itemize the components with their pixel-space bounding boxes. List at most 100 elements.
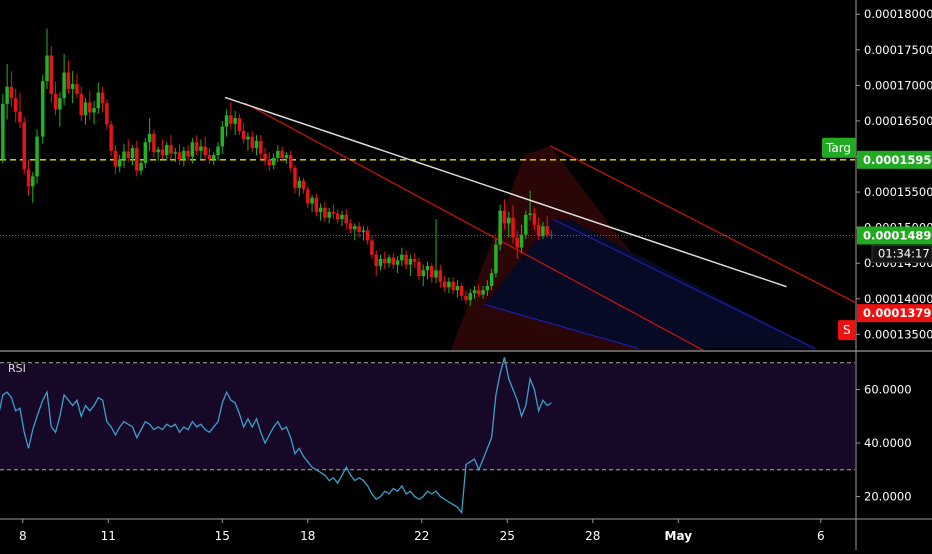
red-channel-line-1[interactable] <box>549 145 855 303</box>
candle[interactable] <box>35 129 39 184</box>
candle[interactable] <box>83 98 88 125</box>
candle[interactable] <box>468 288 473 306</box>
candle[interactable] <box>130 145 135 166</box>
candle[interactable] <box>425 261 430 279</box>
target-tag-box[interactable] <box>822 137 856 158</box>
candle[interactable] <box>164 142 169 161</box>
candle[interactable] <box>41 74 45 144</box>
candle[interactable] <box>122 143 126 168</box>
price-panel[interactable] <box>0 28 855 352</box>
candle[interactable] <box>267 152 272 171</box>
candle[interactable] <box>62 54 66 106</box>
candle[interactable] <box>66 60 71 94</box>
candle[interactable] <box>378 254 383 271</box>
candle[interactable] <box>434 219 438 284</box>
candle[interactable] <box>117 155 122 173</box>
candle[interactable] <box>515 230 520 259</box>
candle[interactable] <box>250 130 254 153</box>
candle[interactable] <box>9 71 14 107</box>
candle[interactable] <box>254 135 259 156</box>
candle[interactable] <box>383 251 387 269</box>
candle[interactable] <box>276 145 280 163</box>
candle[interactable] <box>96 82 101 114</box>
candle[interactable] <box>455 280 460 298</box>
candle[interactable] <box>5 64 9 120</box>
candle[interactable] <box>1 93 5 164</box>
candle[interactable] <box>271 153 276 170</box>
candle[interactable] <box>400 247 404 267</box>
candle[interactable] <box>442 276 447 292</box>
candle[interactable] <box>387 254 391 268</box>
candle[interactable] <box>224 109 229 137</box>
candle[interactable] <box>182 146 186 167</box>
candle[interactable] <box>79 86 83 121</box>
candle[interactable] <box>549 230 554 240</box>
rsi-line[interactable] <box>0 357 552 515</box>
candle[interactable] <box>438 264 443 288</box>
candle[interactable] <box>207 147 212 164</box>
candle[interactable] <box>494 239 498 278</box>
candle[interactable] <box>519 224 524 254</box>
candle[interactable] <box>506 211 511 238</box>
candle[interactable] <box>212 152 216 166</box>
candle[interactable] <box>293 165 297 194</box>
candle[interactable] <box>340 210 344 227</box>
candle[interactable] <box>22 116 26 175</box>
candle[interactable] <box>288 150 293 173</box>
candle[interactable] <box>18 92 22 129</box>
candle[interactable] <box>357 221 361 238</box>
candle[interactable] <box>220 120 225 154</box>
rsi-panel[interactable]: RSI <box>0 357 855 515</box>
candle[interactable] <box>472 285 477 299</box>
candle[interactable] <box>481 285 485 299</box>
candle[interactable] <box>190 138 195 164</box>
candle[interactable] <box>348 219 353 234</box>
candle[interactable] <box>194 135 199 156</box>
candle[interactable] <box>485 280 490 296</box>
candle[interactable] <box>199 139 203 160</box>
price-axis[interactable]: 0.00018000 0.00017500 0.00017000 0.00016500… <box>856 7 932 504</box>
red-channel-line-0[interactable] <box>244 102 707 352</box>
candle[interactable] <box>237 113 242 136</box>
candle[interactable] <box>524 210 528 240</box>
candle[interactable] <box>404 250 408 269</box>
candle[interactable] <box>229 102 233 130</box>
candle[interactable] <box>395 256 400 274</box>
candle[interactable] <box>49 46 54 103</box>
candle[interactable] <box>323 202 327 222</box>
candle[interactable] <box>365 226 370 245</box>
candle[interactable] <box>310 194 314 212</box>
candle[interactable] <box>135 140 139 177</box>
candle[interactable] <box>391 253 396 269</box>
candle[interactable] <box>105 99 109 130</box>
candle[interactable] <box>173 147 178 163</box>
candle[interactable] <box>147 118 152 151</box>
candle[interactable] <box>489 268 494 291</box>
candle[interactable] <box>284 152 289 164</box>
candle[interactable] <box>335 209 340 224</box>
candle[interactable] <box>331 204 336 220</box>
candle[interactable] <box>498 204 502 251</box>
candle[interactable] <box>417 257 421 281</box>
candle[interactable] <box>186 145 190 161</box>
candle[interactable] <box>177 143 182 166</box>
candle[interactable] <box>246 132 250 151</box>
candle[interactable] <box>421 264 425 286</box>
candle[interactable] <box>263 147 267 166</box>
candle[interactable] <box>532 207 537 231</box>
candle[interactable] <box>502 199 507 230</box>
candle[interactable] <box>353 223 357 241</box>
candle[interactable] <box>241 122 246 144</box>
candle[interactable] <box>459 283 464 301</box>
candle[interactable] <box>113 145 118 175</box>
candle[interactable] <box>152 129 156 158</box>
candle[interactable] <box>88 91 92 120</box>
candle[interactable] <box>361 226 366 241</box>
candle[interactable] <box>109 120 113 157</box>
candle[interactable] <box>306 186 310 208</box>
blue-channel-line-1[interactable] <box>484 303 639 350</box>
candle[interactable] <box>58 92 62 127</box>
candle[interactable] <box>344 209 349 230</box>
